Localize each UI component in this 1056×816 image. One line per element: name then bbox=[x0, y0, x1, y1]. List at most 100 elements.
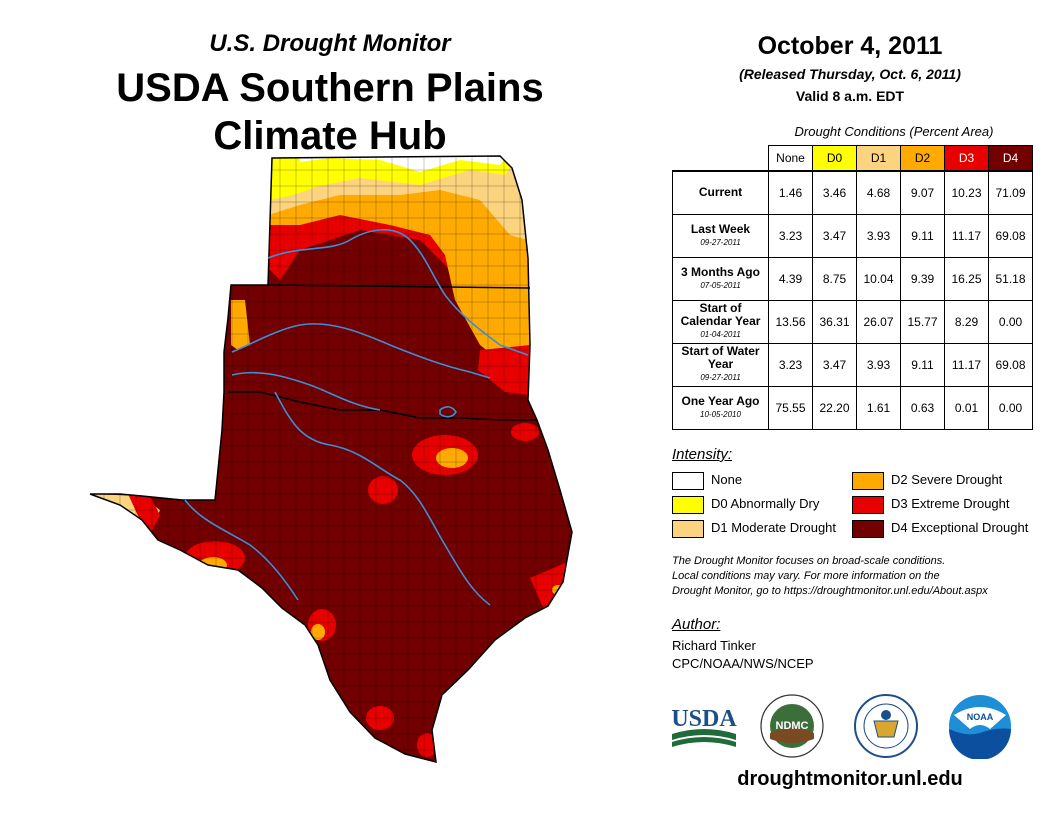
legend-swatch bbox=[672, 519, 704, 538]
table-cell: 1.61 bbox=[856, 385, 901, 430]
disclaimer-note: The Drought Monitor focuses on broad-sca… bbox=[672, 554, 1042, 599]
table-cell: 8.75 bbox=[812, 256, 857, 301]
legend-item-d2: D2 Severe Drought bbox=[852, 470, 1002, 490]
ndmc-logo-text: NDMC bbox=[776, 720, 809, 732]
legend-label: D4 Exceptional Drought bbox=[891, 520, 1029, 535]
author-heading: Author: bbox=[672, 616, 721, 633]
row-title: Last Week bbox=[690, 221, 751, 236]
row-label: Last Week 09-27-2011 bbox=[672, 213, 769, 258]
drought-areas bbox=[90, 156, 572, 762]
table-cell: 36.31 bbox=[812, 299, 857, 344]
table-cell: 9.11 bbox=[900, 342, 945, 387]
table-header-row: None D0 D1 D2 D3 D4 bbox=[673, 145, 1033, 172]
table-cell: 3.47 bbox=[812, 213, 857, 258]
table-cell: 69.08 bbox=[988, 342, 1033, 387]
table-row: Start of Calendar Year 01-04-2011 13.56 3… bbox=[672, 299, 1033, 344]
legend-swatch bbox=[852, 519, 884, 538]
table-cell: 51.18 bbox=[988, 256, 1033, 301]
table-cell: 75.55 bbox=[768, 385, 813, 430]
legend-label: D2 Severe Drought bbox=[891, 472, 1003, 487]
valid-time: Valid 8 a.m. EDT bbox=[795, 88, 905, 104]
table-cell: 9.11 bbox=[900, 213, 945, 258]
usda-logo-text: USDA bbox=[671, 706, 737, 732]
table-cell: 16.25 bbox=[944, 256, 989, 301]
map-title-line1: USDA Southern Plains bbox=[116, 66, 544, 110]
drought-map bbox=[89, 155, 573, 764]
row-label: 3 Months Ago 07-05-2011 bbox=[672, 256, 769, 301]
table-cell: 11.17 bbox=[944, 213, 989, 258]
table-row: One Year Ago 10-05-2010 75.55 22.20 1.61 … bbox=[672, 385, 1033, 430]
row-label: One Year Ago 10-05-2010 bbox=[672, 385, 769, 430]
table-corner bbox=[673, 146, 769, 172]
author-org: CPC/NOAA/NWS/NCEP bbox=[672, 656, 814, 671]
legend-swatch bbox=[852, 471, 884, 490]
legend-swatch bbox=[672, 495, 704, 514]
table-cell: 69.08 bbox=[988, 213, 1033, 258]
row-label: Current bbox=[672, 170, 769, 215]
legend-title: Intensity: bbox=[672, 446, 733, 463]
table-cell: 3.93 bbox=[856, 213, 901, 258]
row-label: Start of Water Year 09-27-2011 bbox=[672, 342, 769, 387]
col-none: None bbox=[768, 145, 813, 172]
note-line: The Drought Monitor focuses on broad-sca… bbox=[672, 555, 946, 567]
legend-label: None bbox=[711, 472, 743, 487]
col-d1: D1 bbox=[856, 145, 901, 172]
note-line: Drought Monitor, go to https://droughtmo… bbox=[672, 585, 988, 597]
table-cell: 3.93 bbox=[856, 342, 901, 387]
table-cell: 3.47 bbox=[812, 342, 857, 387]
table-cell: 0.63 bbox=[900, 385, 945, 430]
col-d2: D2 bbox=[900, 145, 945, 172]
legend-item-d3: D3 Extreme Drought bbox=[852, 494, 1010, 514]
table-cell: 26.07 bbox=[856, 299, 901, 344]
table-cell: 3.23 bbox=[768, 213, 813, 258]
col-d3: D3 bbox=[944, 145, 989, 172]
legend-swatch bbox=[852, 495, 884, 514]
row-date: 07-05-2011 bbox=[700, 280, 741, 290]
noaa-logo-text: NOAA bbox=[967, 712, 994, 722]
row-title: Start of Water Year bbox=[681, 344, 760, 371]
table-cell: 10.23 bbox=[944, 170, 989, 215]
table-cell: 9.39 bbox=[900, 256, 945, 301]
table-row: Current 1.46 3.46 4.68 9.07 10.23 71.09 bbox=[672, 170, 1033, 215]
table-row: Start of Water Year 09-27-2011 3.23 3.47 … bbox=[672, 342, 1033, 387]
map-date: October 4, 2011 bbox=[757, 32, 943, 60]
legend-item-d4: D4 Exceptional Drought bbox=[852, 518, 1028, 538]
noaa-logo: NOAA bbox=[949, 695, 1011, 759]
usda-logo: USDA bbox=[671, 706, 737, 747]
col-d4: D4 bbox=[988, 145, 1033, 172]
legend-item-d1: D1 Moderate Drought bbox=[672, 518, 836, 538]
legend-item-none: None bbox=[672, 470, 742, 490]
table-cell: 71.09 bbox=[988, 170, 1033, 215]
table-cell: 1.46 bbox=[768, 170, 813, 215]
table-row: Last Week 09-27-2011 3.23 3.47 3.93 9.11 … bbox=[672, 213, 1033, 258]
ndmc-logo: NDMC bbox=[760, 694, 824, 758]
legend-item-d0: D0 Abnormally Dry bbox=[672, 494, 819, 514]
legend-label: D1 Moderate Drought bbox=[711, 520, 837, 535]
table-cell: 3.23 bbox=[768, 342, 813, 387]
release-date: (Released Thursday, Oct. 6, 2011) bbox=[739, 66, 961, 82]
table-row: 3 Months Ago 07-05-2011 4.39 8.75 10.04 9… bbox=[672, 256, 1033, 301]
row-title: Start of Calendar Year bbox=[680, 301, 761, 328]
table-cell: 9.07 bbox=[900, 170, 945, 215]
row-date: 01-04-2011 bbox=[700, 330, 741, 339]
row-title: One Year Ago bbox=[681, 393, 760, 408]
legend-label: D3 Extreme Drought bbox=[891, 496, 1010, 511]
table-cell: 11.17 bbox=[944, 342, 989, 387]
legend-swatch bbox=[672, 471, 704, 490]
row-title: 3 Months Ago bbox=[681, 264, 760, 279]
table-cell: 0.01 bbox=[944, 385, 989, 430]
table-cell: 13.56 bbox=[768, 299, 813, 344]
table-cell: 4.39 bbox=[768, 256, 813, 301]
col-d0: D0 bbox=[812, 145, 857, 172]
author-name: Richard Tinker bbox=[672, 638, 756, 653]
table-cell: 8.29 bbox=[944, 299, 989, 344]
website-url: droughtmonitor.unl.edu bbox=[737, 768, 963, 790]
rivers bbox=[184, 229, 529, 606]
map-subtitle: U.S. Drought Monitor bbox=[209, 30, 451, 57]
row-date: 09-27-2011 bbox=[700, 237, 741, 247]
row-title: Current bbox=[698, 185, 743, 200]
drought-conditions-table: None D0 D1 D2 D3 D4 Current 1.46 3.46 4.… bbox=[672, 145, 1033, 430]
map-title-line2: Climate Hub bbox=[213, 114, 447, 158]
table-caption: Drought Conditions (Percent Area) bbox=[794, 124, 994, 139]
table-cell: 4.68 bbox=[856, 170, 901, 215]
